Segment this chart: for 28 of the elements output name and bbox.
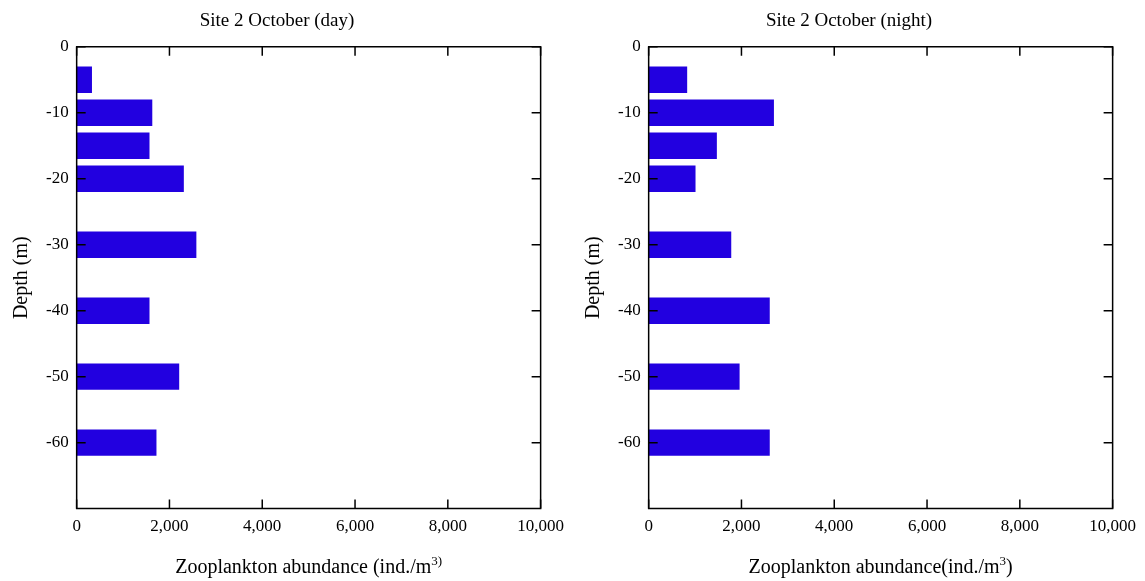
chart-title: Site 2 October (night) [765, 9, 933, 32]
y-tick-label: -20 [617, 168, 641, 188]
y-tick-label: -60 [45, 432, 69, 452]
x-tick-label: 6,000 [335, 516, 375, 536]
y-tick-label: -10 [45, 102, 69, 122]
x-tick-label: 4,000 [243, 516, 282, 536]
x-tick-label: 6,000 [907, 516, 947, 536]
y-axis-title: Depth (m) [9, 236, 33, 320]
y-tick-label: -50 [617, 366, 641, 386]
x-tick-label: 10,000 [517, 516, 564, 536]
x-tick-label: 10,000 [1089, 516, 1136, 536]
y-tick-label: -30 [617, 234, 641, 254]
y-tick-label: -50 [45, 366, 69, 386]
y-axis-title: Depth (m) [581, 236, 605, 320]
x-tick-label: 8,000 [428, 516, 467, 536]
chart-title: Site 2 October (day) [199, 9, 355, 32]
x-tick-label: 8,000 [1000, 516, 1039, 536]
y-tick-label: -40 [617, 300, 641, 320]
y-tick-label: -60 [617, 432, 641, 452]
y-tick-label: -30 [45, 234, 69, 254]
x-tick-label: 2,000 [722, 516, 761, 536]
y-tick-label: -40 [45, 300, 69, 320]
y-tick-label: -10 [617, 102, 641, 122]
y-tick-label: 0 [632, 36, 641, 56]
y-tick-label: -20 [45, 168, 69, 188]
x-tick-label: 2,000 [150, 516, 189, 536]
x-tick-label: 4,000 [815, 516, 854, 536]
y-tick-label: 0 [60, 36, 69, 56]
